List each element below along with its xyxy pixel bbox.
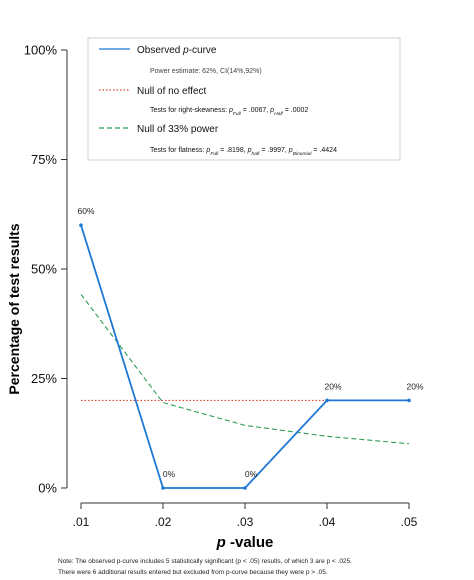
observed-point-label: 60% bbox=[77, 206, 94, 216]
x-axis-title: p -value bbox=[216, 534, 274, 551]
x-tick-label: .04 bbox=[319, 515, 336, 529]
observed-point bbox=[243, 486, 247, 490]
y-axis-title: Percentage of test results bbox=[6, 223, 22, 394]
observed-point-label: 20% bbox=[406, 381, 423, 391]
legend-label-null-33: Null of 33% power bbox=[137, 124, 219, 135]
legend-detail-flatness: Tests for flatness: pFull = .8198, phalf… bbox=[150, 147, 337, 157]
y-tick-label: 50% bbox=[31, 262, 57, 277]
series-line-null-of-33-power bbox=[80, 294, 410, 445]
legend-box bbox=[87, 37, 401, 161]
y-tick-label: 25% bbox=[31, 371, 57, 386]
x-tick-label: .02 bbox=[155, 515, 172, 529]
series-layer: 60% 0% 0% 20% 20% bbox=[77, 206, 424, 490]
footnote-line-1: Note: The observed p-curve includes 5 st… bbox=[58, 558, 352, 565]
observed-point bbox=[407, 398, 411, 403]
legend-detail-skewness: Tests for right-skewness: pFull = .0067,… bbox=[150, 107, 308, 117]
footnote-line-2: There were 6 additional results entered … bbox=[58, 569, 328, 576]
observed-point-label: 0% bbox=[245, 469, 258, 479]
p-curve-chart: 0% 25% 50% 75% 100% Percentage of test result… bbox=[6, 37, 424, 552]
legend: Observed p-curve Power estimate: 62%, CI(… bbox=[87, 37, 401, 161]
y-tick-label: 0% bbox=[38, 481, 57, 496]
axes: 0% 25% 50% 75% 100% Percentage of test result… bbox=[6, 43, 418, 552]
legend-detail-power: Power estimate: 62%, CI(14%,92%) bbox=[150, 68, 262, 75]
x-tick-label: .03 bbox=[237, 515, 254, 529]
y-tick-label: 75% bbox=[31, 152, 57, 167]
observed-point-label: 0% bbox=[163, 469, 176, 479]
legend-label-null-effect: Null of no effect bbox=[137, 86, 207, 97]
series-line-observed-p-curve bbox=[80, 224, 409, 489]
legend-label-observed: Observed p-curve bbox=[137, 45, 217, 56]
observed-point bbox=[79, 223, 83, 227]
observed-point-label: 20% bbox=[324, 381, 341, 391]
x-tick-label: .01 bbox=[73, 515, 90, 529]
observed-point bbox=[325, 398, 329, 403]
observed-point bbox=[161, 486, 165, 490]
y-tick-label: 100% bbox=[24, 43, 58, 58]
x-tick-label: .05 bbox=[401, 515, 418, 529]
